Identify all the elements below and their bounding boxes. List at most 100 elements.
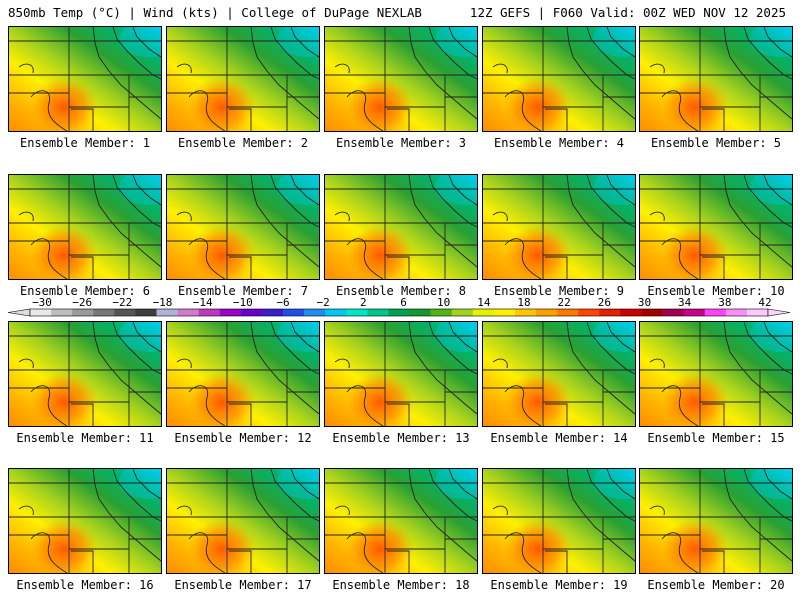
- colorbar-tick-label: 26: [598, 296, 611, 309]
- colorbar-tick-label: −14: [193, 296, 213, 309]
- temperature-map: [325, 175, 477, 279]
- temperature-map: [9, 469, 161, 573]
- ensemble-map-panel: [482, 468, 636, 574]
- ensemble-member-label: Ensemble Member: 8: [335, 284, 467, 298]
- colorbar-swatch: [135, 309, 157, 316]
- ensemble-member-label: Ensemble Member: 15: [647, 431, 785, 445]
- ensemble-map-panel: [639, 26, 793, 132]
- colorbar-swatch: [283, 309, 305, 316]
- colorbar-tick-label: −10: [233, 296, 253, 309]
- ensemble-member-label: Ensemble Member: 3: [335, 136, 467, 150]
- colorbar-swatch: [725, 309, 748, 316]
- colorbar-swatch: [325, 309, 347, 316]
- colorbar-swatch: [240, 309, 263, 316]
- colorbar-swatch: [114, 309, 136, 316]
- temperature-map: [483, 175, 635, 279]
- ensemble-map-panel: [324, 321, 478, 427]
- ensemble-map-panel: [166, 174, 320, 280]
- temperature-map: [167, 469, 319, 573]
- colorbar-swatch: [30, 309, 52, 316]
- colorbar-swatch: [578, 309, 600, 316]
- temperature-map: [640, 322, 792, 426]
- ensemble-map-panel: [482, 321, 636, 427]
- colorbar-tick-label: 18: [517, 296, 530, 309]
- ensemble-map-panel: [324, 174, 478, 280]
- colorbar-tick-label: 42: [758, 296, 771, 309]
- colorbar-swatch: [514, 309, 537, 316]
- ensemble-map-panel: [324, 26, 478, 132]
- colorbar-left-arrow: [7, 308, 31, 317]
- temperature-map: [325, 27, 477, 131]
- ensemble-member-label: Ensemble Member: 1: [19, 136, 151, 150]
- colorbar-swatch: [72, 309, 94, 316]
- colorbar-swatch: [93, 309, 115, 316]
- colorbar-swatch: [704, 309, 727, 316]
- colorbar-swatch: [599, 309, 621, 316]
- temperature-map: [167, 322, 319, 426]
- ensemble-member-label: Ensemble Member: 7: [177, 284, 309, 298]
- temperature-map: [640, 175, 792, 279]
- ensemble-member-label: Ensemble Member: 18: [332, 578, 470, 592]
- temperature-map: [167, 27, 319, 131]
- colorbar-swatch: [746, 309, 769, 316]
- colorbar-swatch: [261, 309, 284, 316]
- colorbar-swatch: [304, 309, 326, 316]
- ensemble-member-label: Ensemble Member: 4: [493, 136, 625, 150]
- colorbar-swatch: [430, 309, 453, 316]
- colorbar-swatch: [346, 309, 368, 316]
- ensemble-map-panel: [639, 321, 793, 427]
- colorbar-swatch: [388, 309, 410, 316]
- chart-title: 850mb Temp (°C) | Wind (kts) | College o…: [8, 5, 422, 20]
- colorbar-tick-label: −26: [72, 296, 92, 309]
- temperature-map: [483, 322, 635, 426]
- colorbar-tick-label: −18: [153, 296, 173, 309]
- ensemble-member-label: Ensemble Member: 9: [493, 284, 625, 298]
- colorbar-swatch: [620, 309, 642, 316]
- temperature-map: [9, 322, 161, 426]
- colorbar-tick-label: −22: [112, 296, 132, 309]
- temperature-colorbar: −30 −26 −22 −18 −14 −10 −6 −2 2 6 10 14 18 22 26 30 34 38…: [7, 296, 791, 317]
- colorbar-swatch: [156, 309, 178, 316]
- ensemble-member-label: Ensemble Member: 10: [647, 284, 785, 298]
- colorbar-swatch: [683, 309, 706, 316]
- temperature-map: [483, 469, 635, 573]
- colorbar-tick-label: 6: [400, 296, 407, 309]
- colorbar-tick-label: 30: [638, 296, 651, 309]
- ensemble-map-panel: [482, 26, 636, 132]
- ensemble-map-panel: [166, 321, 320, 427]
- ensemble-member-label: Ensemble Member: 20: [647, 578, 785, 592]
- temperature-map: [9, 175, 161, 279]
- colorbar-swatch: [367, 309, 389, 316]
- colorbar-tick-label: 2: [360, 296, 367, 309]
- ensemble-map-panel: [166, 26, 320, 132]
- ensemble-map-panel: [8, 468, 162, 574]
- colorbar-swatch: [51, 309, 73, 316]
- model-run-info: 12Z GEFS | F060 Valid: 00Z WED NOV 12 20…: [469, 5, 786, 20]
- colorbar-swatch: [409, 309, 431, 316]
- colorbar-swatch: [451, 309, 474, 316]
- colorbar-swatch: [472, 309, 495, 316]
- colorbar-tick-label: −2: [317, 296, 330, 309]
- ensemble-map-panel: [639, 468, 793, 574]
- temperature-map: [167, 175, 319, 279]
- colorbar-swatch: [198, 309, 221, 316]
- temperature-map: [640, 469, 792, 573]
- ensemble-map-panel: [166, 468, 320, 574]
- ensemble-member-label: Ensemble Member: 17: [174, 578, 312, 592]
- ensemble-member-label: Ensemble Member: 12: [174, 431, 312, 445]
- ensemble-member-label: Ensemble Member: 6: [19, 284, 151, 298]
- temperature-map: [325, 469, 477, 573]
- colorbar-swatch: [557, 309, 579, 316]
- colorbar-swatch: [536, 309, 558, 316]
- colorbar-tick-label: 34: [678, 296, 692, 309]
- temperature-map: [9, 27, 161, 131]
- ensemble-member-label: Ensemble Member: 14: [490, 431, 628, 445]
- colorbar-swatch: [641, 309, 663, 316]
- ensemble-map-panel: [8, 26, 162, 132]
- colorbar-tick-label: 38: [718, 296, 731, 309]
- colorbar-tick-label: 22: [558, 296, 571, 309]
- ensemble-member-label: Ensemble Member: 16: [16, 578, 154, 592]
- colorbar-tick-label: −30: [32, 296, 52, 309]
- colorbar-tick-label: 10: [437, 296, 450, 309]
- ensemble-map-panel: [324, 468, 478, 574]
